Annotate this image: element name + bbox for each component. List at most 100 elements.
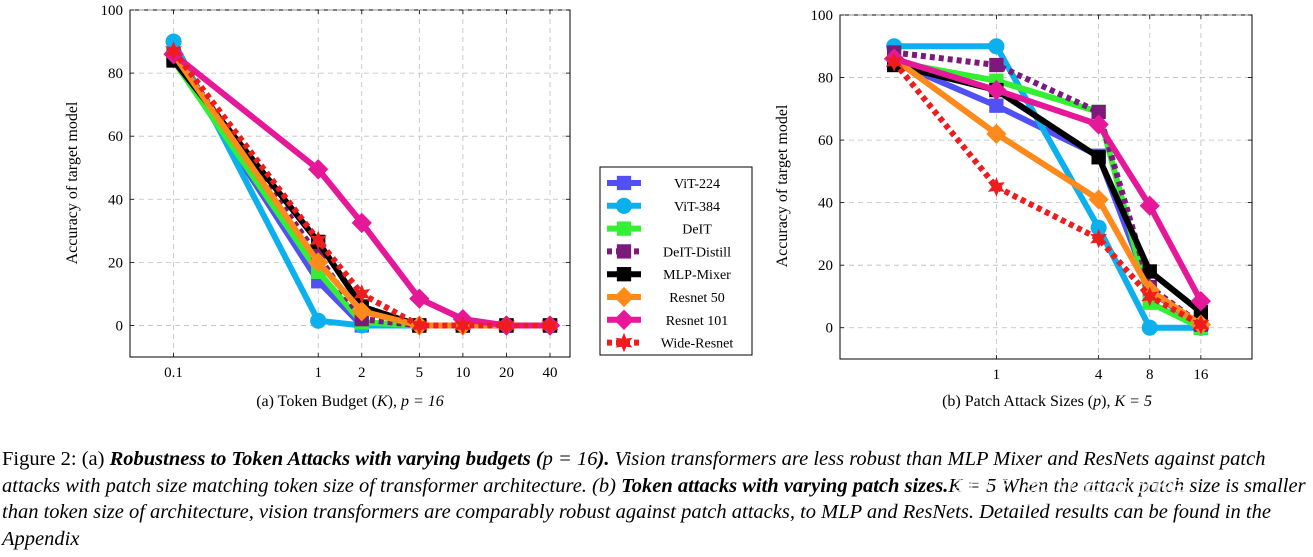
- chart-a-point-resnet-50: [351, 301, 372, 322]
- chart-b-point-resnet-101: [986, 79, 1007, 101]
- caption-math-b: K = 5: [948, 474, 997, 497]
- chart-b-point-vit-384: [988, 38, 1005, 55]
- chart-b-point-resnet-101: [1139, 195, 1160, 216]
- chart-b-series-vit-384: [886, 38, 1209, 336]
- chart-b-ytick-label: 100: [811, 8, 834, 24]
- chart-b-series: [883, 38, 1212, 336]
- figure-caption-text: Figure 2: (a) Robustness to Token Attack…: [2, 446, 1310, 552]
- legend-label: Resnet 50: [669, 291, 725, 306]
- legend-label: Resnet 101: [666, 314, 729, 329]
- caption-label: Figure 2: (a): [2, 448, 110, 470]
- chart-a: 0.1 1 2 5 10 20 40 0 20 40 60 80 100 Accuracy of tar…: [64, 3, 571, 410]
- chart-a-ticks: 0.1 1 2 5 10 20 40 0 20 40 60 80 100: [101, 3, 570, 381]
- chart-b-point-vit-224: [989, 98, 1004, 113]
- chart-a-ytick-label: 40: [108, 192, 123, 208]
- chart-a-point-wide-resnet: [309, 230, 327, 250]
- legend-item-resnet-50: Resnet 50: [607, 286, 725, 308]
- caption-math-a: p = 16: [542, 448, 598, 470]
- chart-b-xtick-label: 8: [1146, 367, 1154, 383]
- chart-a-point-wide-resnet: [498, 315, 515, 336]
- chart-a-xtick-label: 40: [542, 365, 557, 381]
- legend-label: DeIT: [682, 223, 712, 238]
- chart-b-ticks: 1 4 8 16 0 20 40 60 80 100: [811, 8, 1252, 383]
- chart-a-xtick-label: 10: [455, 365, 470, 381]
- chart-a-point-wide-resnet: [541, 315, 559, 336]
- chart-a-ytick-label: 80: [108, 66, 123, 82]
- chart-a-xtick-label: 5: [416, 365, 424, 381]
- legend-label: ViT-384: [674, 200, 720, 215]
- legend-item-resnet-101: Resnet 101: [607, 309, 729, 330]
- chart-b-point-wide-resnet: [1141, 286, 1159, 307]
- legend-swatch-marker: [615, 332, 633, 353]
- chart-b-point-mlp-mixer: [1091, 150, 1106, 165]
- chart-a-series-wide-resnet: [165, 41, 559, 336]
- chart-b-grid: [840, 14, 1252, 359]
- figure-caption: Figure 2: (a) Robustness to Token Attack…: [2, 446, 1310, 552]
- legend-label: Wide-Resnet: [661, 337, 734, 352]
- legend-item-deit: DeIT: [607, 221, 712, 238]
- chart-b-point-deit-distill: [1091, 104, 1106, 120]
- chart-b-point-deit-distill: [989, 57, 1004, 73]
- chart-b-series-line-wide-resnet: [891, 60, 1203, 328]
- chart-b-point-resnet-101: [1088, 114, 1109, 135]
- chart-b-xtick-label: 16: [1193, 367, 1209, 383]
- legend-item-vit-384: ViT-384: [607, 197, 720, 215]
- chart-b-point-mlp-mixer: [1193, 304, 1209, 320]
- chart-a-point-wide-resnet: [454, 315, 472, 336]
- legend-item-vit-224: ViT-224: [607, 175, 720, 192]
- legend-label: ViT-224: [674, 177, 720, 192]
- chart-a-xtick-label: 0.1: [164, 365, 183, 381]
- legend-swatch-marker: [613, 286, 635, 308]
- legend-swatch-marker: [616, 175, 632, 191]
- chart-a-ylabel: Accuracy of target model: [64, 101, 81, 264]
- chart-b-series-wide-resnet: [885, 52, 1210, 335]
- chart-b-ytick-label: 80: [818, 71, 833, 87]
- chart-a-ytick-label: 60: [108, 129, 123, 145]
- chart-b-series-resnet-50: [883, 48, 1212, 335]
- chart-a-xtick-label: 20: [499, 365, 514, 381]
- caption-bold-a-end: ).: [597, 448, 610, 470]
- legend-label: DeIT-Distill: [663, 245, 731, 260]
- legend-swatch-marker: [613, 309, 635, 330]
- chart-b-ytick-label: 60: [818, 133, 833, 149]
- caption-text-a: Vision transformers are less robust than…: [2, 448, 1266, 497]
- chart-b-subcaption: (b) Patch Attack Sizes (p), K = 5: [942, 393, 1152, 410]
- chart-b-xtick-label: 4: [1095, 367, 1103, 383]
- chart-a-point-vit-384: [310, 312, 327, 329]
- chart-b-point-vit-384: [1090, 219, 1107, 236]
- legend-item-deit-distill: DeIT-Distill: [607, 244, 731, 260]
- chart-a-point-wide-resnet: [165, 41, 182, 61]
- chart-a-point-wide-resnet: [353, 284, 371, 304]
- caption-bold-b: Token attacks with varying patch sizes.: [621, 474, 949, 497]
- chart-b-ylabel: Accuracy of target model: [774, 104, 791, 267]
- chart-b-point-wide-resnet: [987, 177, 1005, 197]
- chart-b-series-resnet-101: [883, 48, 1212, 312]
- chart-b-point-resnet-101: [1190, 291, 1212, 312]
- chart-b-point-wide-resnet: [1090, 228, 1108, 249]
- chart-b-point-vit-384: [1141, 319, 1158, 336]
- chart-b-xtick-label: 1: [993, 367, 1001, 383]
- legend-swatch-marker: [616, 267, 632, 282]
- chart-b-point-wide-resnet: [1192, 314, 1210, 335]
- chart-a-point-wide-resnet: [410, 315, 428, 336]
- chart-b-ytick-label: 20: [818, 258, 833, 274]
- legend-swatch-marker: [616, 221, 632, 236]
- chart-b-point-mlp-mixer: [1142, 264, 1157, 279]
- chart-a-ytick-label: 20: [108, 255, 123, 271]
- legend-label: MLP-Mixer: [663, 268, 731, 283]
- legend-swatch-marker: [616, 244, 632, 259]
- chart-a-point-resnet-101: [409, 288, 430, 309]
- chart-b-ytick-label: 40: [818, 196, 833, 212]
- chart-a-point-resnet-50: [308, 252, 329, 273]
- caption-bold-a: Robustness to Token Attacks with varying…: [109, 448, 543, 470]
- legend-swatch-marker: [615, 197, 633, 214]
- chart-a-ytick-label: 0: [116, 318, 124, 334]
- chart-a-ytick-label: 100: [101, 3, 124, 19]
- chart-b-plot-frame: [839, 14, 1253, 360]
- chart-b-point-resnet-50: [986, 123, 1007, 144]
- chart-b-point-wide-resnet: [885, 52, 903, 72]
- chart-a-subcaption: (a) Token Budget (K), p = 16: [256, 393, 444, 410]
- legend-item-wide-resnet: Wide-Resnet: [607, 332, 734, 353]
- chart-a-point-resnet-101: [351, 212, 372, 234]
